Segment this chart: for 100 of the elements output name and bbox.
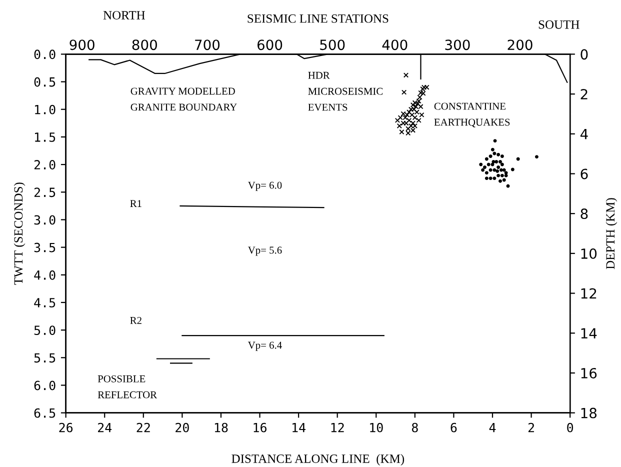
point	[492, 168, 496, 172]
x2-tick-label: 700	[195, 40, 220, 50]
y-tick-label: 3.5	[34, 242, 56, 252]
annotation: R1	[130, 200, 142, 207]
y-tick-label: 4.0	[34, 270, 56, 280]
point	[479, 162, 483, 166]
point	[492, 176, 496, 180]
point	[412, 115, 418, 120]
x2-tick-label: 800	[132, 40, 157, 50]
point	[412, 100, 418, 106]
point	[496, 152, 500, 156]
point	[502, 178, 506, 182]
y2-tick-label: 0	[580, 49, 588, 60]
point	[499, 168, 503, 172]
point	[406, 118, 412, 123]
point	[483, 166, 486, 170]
point	[500, 154, 504, 158]
y-tick-label: 1.5	[35, 132, 56, 142]
point	[401, 90, 407, 95]
annotation: CONSTANTINE EARTHQUAKES	[434, 102, 510, 128]
annotation: Vp= 6.4	[248, 342, 282, 351]
x2-tick-label: 200	[508, 40, 532, 50]
x-tick-label: 10	[370, 422, 383, 432]
x-tick-label: 8	[412, 422, 418, 432]
x2-tick-label: 400	[382, 40, 408, 50]
y-tick-label: 3.0	[34, 215, 56, 225]
x2-tick-label: 500	[320, 40, 345, 50]
x-axis-title: DISTANCE ALONG LINE (KM)	[232, 454, 404, 466]
point	[486, 162, 490, 166]
point	[424, 84, 430, 90]
point	[500, 162, 504, 166]
point	[500, 174, 504, 178]
y2-tick-label: 10	[581, 248, 597, 259]
y-axis-title: TWTT (SECONDS)	[14, 182, 26, 285]
x-tick-label: 16	[254, 422, 266, 432]
point	[498, 160, 502, 164]
point	[496, 169, 500, 173]
x-tick-label: 0	[567, 422, 574, 432]
y2-tick-label: 14	[581, 328, 597, 338]
x-tick-label: 4	[489, 423, 496, 432]
y-tick-label: 5.0	[34, 326, 56, 336]
point	[484, 157, 488, 161]
point	[510, 168, 514, 172]
point	[488, 176, 492, 180]
point	[394, 118, 400, 123]
annotation: Vp= 5.6	[248, 246, 282, 256]
point	[417, 94, 422, 100]
annotation: POSSIBLE REFLECTOR	[98, 375, 158, 398]
point	[416, 98, 422, 104]
y2-tick-label: 4	[580, 129, 588, 140]
point	[504, 174, 508, 178]
x2-axis-title: SEISMIC LINE STATIONS	[248, 14, 388, 23]
point	[504, 171, 508, 175]
y2-tick-label: 8	[580, 208, 588, 220]
x2-tick-label: 600	[257, 40, 282, 50]
x-tick-label: 24	[98, 422, 112, 432]
point	[496, 174, 500, 178]
point	[506, 184, 510, 188]
point	[416, 118, 422, 123]
point	[481, 168, 485, 172]
annotation: Vp= 6.0	[248, 182, 282, 191]
y2-tick-label: 16	[581, 368, 597, 378]
y2-tick-label: 18	[581, 408, 597, 418]
point	[494, 160, 498, 164]
text: NORTH	[103, 11, 145, 20]
point	[496, 166, 500, 170]
point	[534, 155, 538, 159]
y-tick-label: 6.0	[34, 380, 56, 390]
point	[488, 168, 492, 172]
point	[492, 152, 496, 156]
x-tick-label: 20	[176, 422, 189, 432]
annotation: HDR MICROSEISMIC EVENTS	[308, 72, 383, 111]
y-tick-label: 5.5	[34, 353, 56, 363]
y-tick-label: 6.5	[34, 408, 56, 418]
x2-tick-label: 300	[445, 40, 470, 50]
x-tick-label: 22	[136, 422, 150, 432]
point	[484, 176, 488, 180]
x-tick-label: 12	[331, 422, 344, 432]
annotation: GRAVITY MODELLED GRANITE BOUNDARY	[130, 88, 237, 111]
x-tick-label: 6	[450, 422, 457, 432]
x-tick-label: 18	[214, 422, 228, 432]
point	[488, 154, 492, 158]
y-tick-label: 1.0	[35, 104, 56, 114]
text: SOUTH	[538, 20, 580, 29]
y2-tick-label: 6	[580, 168, 588, 180]
y-tick-label: 2.0	[34, 160, 56, 170]
point	[403, 72, 409, 78]
point	[490, 148, 494, 152]
point	[418, 90, 424, 96]
point	[498, 179, 502, 183]
x2-tick-label: 900	[70, 40, 94, 50]
point	[396, 123, 402, 128]
point	[502, 168, 506, 172]
y-tick-label: 4.5	[34, 298, 56, 308]
point	[420, 90, 426, 96]
y2-tick-label: 12	[581, 288, 596, 299]
point	[400, 120, 406, 126]
point	[492, 160, 496, 164]
y-tick-label: 0.5	[34, 77, 56, 87]
y2-tick-label: 2	[580, 88, 588, 100]
